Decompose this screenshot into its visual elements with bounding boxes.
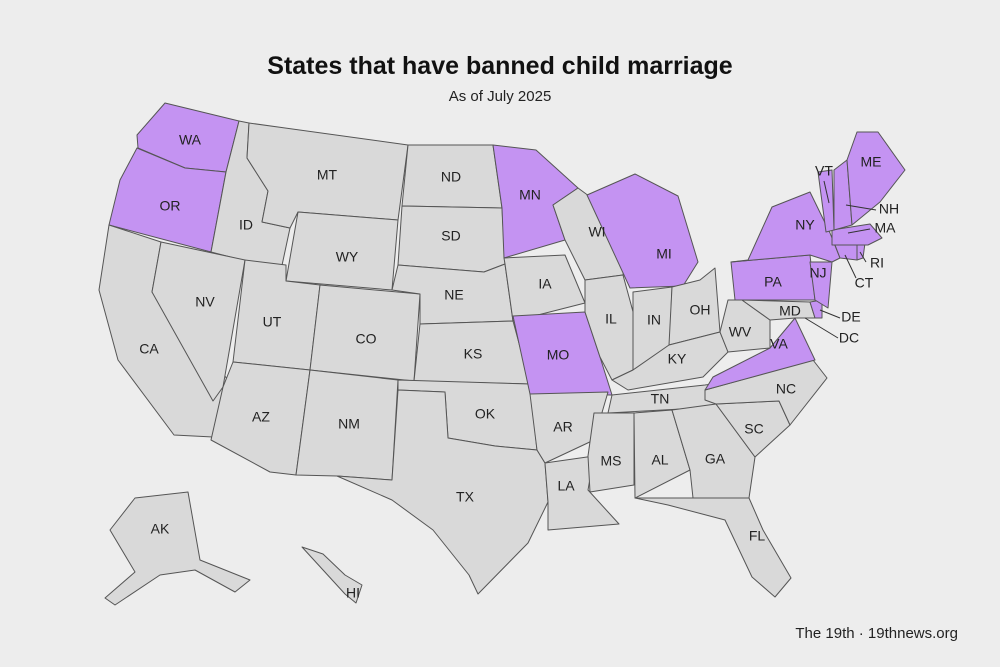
state-label-ms: MS: [601, 453, 622, 469]
state-fl: [634, 497, 792, 598]
state-label-mn: MN: [519, 187, 541, 203]
state-label-ky: KY: [668, 351, 687, 367]
state-label-hi: HI: [346, 585, 360, 601]
state-label-ia: IA: [538, 276, 552, 292]
state-labels: WA OR CA ID NV MT WY UT AZ CO NM ND SD NE KS OK TX MN IA MO…: [139, 132, 899, 601]
state-label-sc: SC: [744, 421, 763, 437]
state-va: [704, 317, 816, 391]
state-label-nv: NV: [195, 294, 215, 310]
leader-line-dc: [804, 317, 839, 339]
state-nj: [809, 261, 833, 309]
state-label-mo: MO: [547, 347, 570, 363]
state-label-ok: OK: [475, 406, 496, 422]
state-label-la: LA: [557, 478, 575, 494]
state-mi: [586, 173, 699, 289]
state-label-tx: TX: [456, 489, 475, 505]
state-shapes: [98, 102, 906, 606]
state-ar: [529, 391, 609, 464]
state-label-mi: MI: [656, 246, 672, 262]
state-label-al: AL: [651, 452, 668, 468]
leader-line-ri: [859, 251, 867, 263]
state-hi: [301, 546, 363, 604]
state-label-tn: TN: [651, 391, 670, 407]
state-label-ut: UT: [263, 314, 282, 330]
state-label-or: OR: [160, 198, 181, 214]
state-nv: [151, 241, 246, 402]
leader-line-nh: [845, 204, 877, 211]
state-label-id: ID: [239, 217, 253, 233]
state-label-ar: AR: [553, 419, 572, 435]
state-ms: [587, 412, 635, 493]
state-label-me: ME: [861, 154, 882, 170]
state-label-co: CO: [356, 331, 377, 347]
leader-line-ma: [847, 228, 871, 234]
state-label-dc: DC: [839, 330, 859, 346]
map-title: States that have banned child marriage: [267, 52, 733, 80]
leader-line-de: [819, 309, 841, 319]
state-mo: [512, 311, 613, 396]
map-subtitle: As of July 2025: [448, 88, 552, 105]
state-label-in: IN: [647, 312, 661, 328]
state-label-oh: OH: [690, 302, 711, 318]
state-label-ak: AK: [151, 521, 170, 537]
state-label-wi: WI: [588, 224, 605, 240]
state-tx: [336, 389, 549, 595]
state-label-ne: NE: [444, 287, 463, 303]
state-me: [846, 131, 906, 226]
state-label-az: AZ: [252, 409, 270, 425]
state-label-ma: MA: [875, 220, 897, 236]
label-leader-lines: [804, 180, 877, 339]
state-label-nm: NM: [338, 416, 360, 432]
state-label-ks: KS: [464, 346, 483, 362]
state-label-md: MD: [779, 303, 801, 319]
state-label-ri: RI: [870, 255, 884, 271]
state-oh: [668, 267, 721, 346]
state-label-va: VA: [770, 336, 788, 352]
state-label-mt: MT: [317, 167, 338, 183]
state-label-nj: NJ: [809, 265, 826, 281]
state-label-ny: NY: [795, 217, 815, 233]
source-credit: The 19th · 19thnews.org: [795, 625, 958, 642]
state-label-nc: NC: [776, 381, 796, 397]
state-label-wv: WV: [729, 324, 752, 340]
state-label-nd: ND: [441, 169, 461, 185]
leader-line-ct: [844, 254, 857, 279]
state-label-wy: WY: [336, 249, 359, 265]
state-label-fl: FL: [749, 528, 766, 544]
leader-line-vt: [823, 180, 830, 204]
state-label-pa: PA: [764, 274, 782, 290]
state-label-ct: CT: [855, 275, 874, 291]
state-mt: [246, 122, 409, 229]
state-label-de: DE: [841, 309, 860, 325]
state-label-il: IL: [605, 311, 617, 327]
state-label-vt: VT: [815, 163, 833, 179]
state-ak: [104, 491, 251, 606]
state-label-wa: WA: [179, 132, 202, 148]
state-nc: [704, 359, 828, 426]
state-label-sd: SD: [441, 228, 460, 244]
state-label-ga: GA: [705, 451, 726, 467]
state-label-ca: CA: [139, 341, 159, 357]
state-label-nh: NH: [879, 201, 899, 217]
